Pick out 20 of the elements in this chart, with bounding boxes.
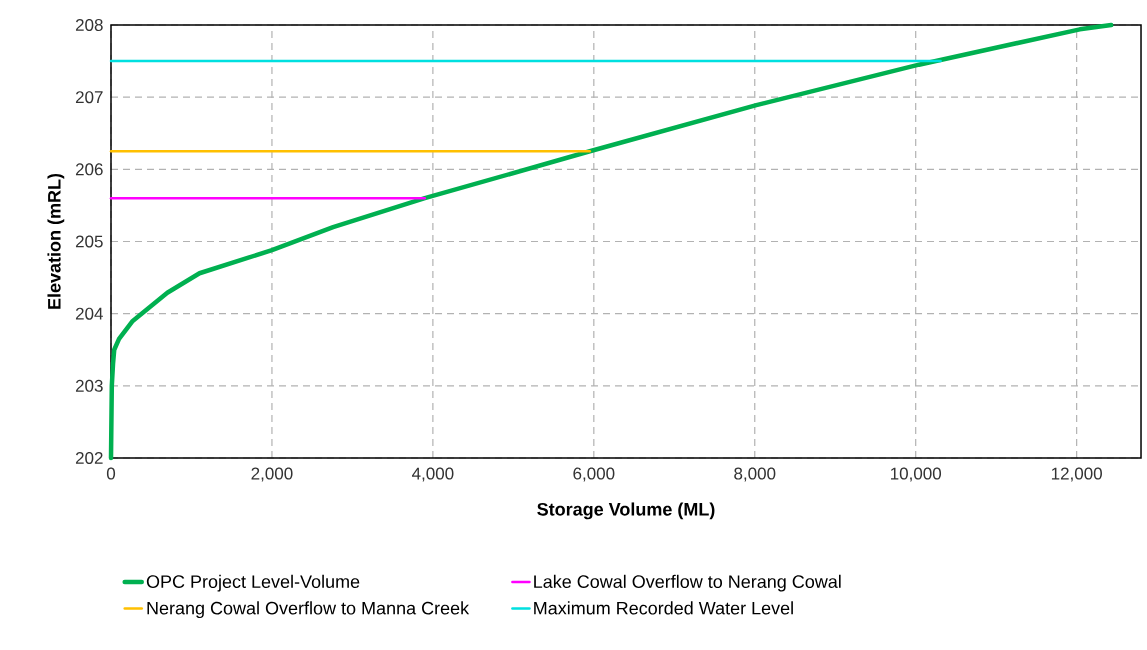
x-tick-label: 4,000 (412, 467, 454, 482)
y-tick-label: 202 (75, 451, 103, 465)
legend-label: OPC Project Level-Volume (146, 574, 360, 592)
y-tick-label: 206 (75, 163, 103, 176)
x-tick-label: 6,000 (573, 467, 615, 482)
y-tick-label: 203 (75, 379, 103, 392)
y-tick-label: 207 (75, 91, 103, 104)
x-axis-title: Storage Volume (ML) (537, 502, 715, 520)
x-tick-label: 2,000 (251, 467, 293, 482)
x-tick-label: 10,000 (891, 467, 942, 482)
legend-label: Nerang Cowal Overflow to Manna Creek (147, 601, 470, 619)
x-tick-label: 12,000 (1051, 467, 1102, 482)
y-tick-label: 205 (75, 235, 103, 248)
y-axis-title: Elevation (mRL) (47, 173, 65, 309)
y-tick-label: 204 (75, 307, 103, 320)
legend-label: Lake Cowal Overflow to Nerang Cowal (534, 574, 841, 592)
legend-label: Maximum Recorded Water Level (534, 601, 793, 615)
y-tick-label: 208 (75, 18, 103, 32)
x-tick-label: 8,000 (734, 467, 776, 482)
x-tick-label: 0 (106, 467, 116, 480)
